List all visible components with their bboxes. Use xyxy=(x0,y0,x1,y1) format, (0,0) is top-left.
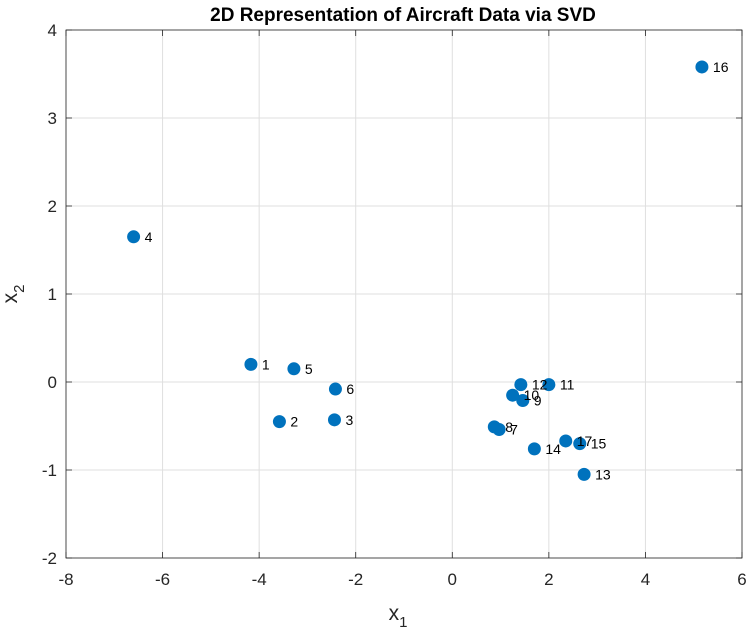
data-point xyxy=(695,60,709,74)
data-point xyxy=(127,230,141,244)
x-axis-label: x1 xyxy=(389,602,408,631)
point-label: 4 xyxy=(145,229,153,245)
data-point xyxy=(577,467,591,481)
x-tick-label: -4 xyxy=(252,570,267,589)
data-point xyxy=(327,413,341,427)
data-point xyxy=(559,434,573,448)
point-label: 6 xyxy=(346,381,354,397)
point-label: 9 xyxy=(534,392,542,408)
x-tick-label: -6 xyxy=(155,570,170,589)
y-tick-label: 4 xyxy=(48,21,57,40)
x-tick-label: 6 xyxy=(737,570,746,589)
point-label: 12 xyxy=(532,377,548,393)
y-tick-label: 1 xyxy=(48,285,57,304)
y-tick-label: 3 xyxy=(48,109,57,128)
data-points xyxy=(127,60,709,481)
point-label: 7 xyxy=(510,422,518,438)
chart-title: 2D Representation of Aircraft Data via S… xyxy=(210,5,596,26)
data-point xyxy=(272,415,286,429)
point-label: 13 xyxy=(595,466,611,482)
y-tick-label: 0 xyxy=(48,373,57,392)
data-point xyxy=(287,362,301,376)
x-tick-label: 2 xyxy=(544,570,553,589)
data-point xyxy=(487,420,501,434)
point-label: 3 xyxy=(345,412,353,428)
data-point xyxy=(328,382,342,396)
y-axis-label-subscript: 2 xyxy=(11,285,28,293)
data-point xyxy=(573,437,587,451)
point-label: 15 xyxy=(591,436,607,452)
x-axis-ticks: -8 -6 -4 -2 0 2 4 6 xyxy=(58,30,747,589)
x-tick-label: 0 xyxy=(448,570,457,589)
point-label: 16 xyxy=(713,59,729,75)
y-axis-label: x2 xyxy=(0,285,28,304)
y-axis-label-base: x xyxy=(0,292,22,303)
point-label: 8 xyxy=(505,419,513,435)
y-tick-label: -2 xyxy=(42,549,57,568)
y-tick-label: 2 xyxy=(48,197,57,216)
data-point xyxy=(506,388,520,402)
x-axis-label-subscript: 1 xyxy=(399,614,407,631)
point-label: 1 xyxy=(262,356,270,372)
data-point xyxy=(542,378,556,392)
point-label: 17 xyxy=(577,433,593,449)
data-point xyxy=(516,393,530,407)
point-label: 5 xyxy=(305,361,313,377)
point-label: 11 xyxy=(560,377,575,393)
x-tick-label: -2 xyxy=(348,570,363,589)
x-tick-label: 4 xyxy=(641,570,650,589)
x-tick-label: -8 xyxy=(58,570,73,589)
data-point xyxy=(527,442,541,456)
data-point xyxy=(514,378,528,392)
point-label: 10 xyxy=(524,387,540,403)
point-label: 14 xyxy=(545,441,561,457)
y-tick-label: -1 xyxy=(42,461,57,480)
x-axis-label-base: x xyxy=(389,602,400,625)
data-point xyxy=(244,357,258,371)
point-label: 2 xyxy=(290,414,298,430)
